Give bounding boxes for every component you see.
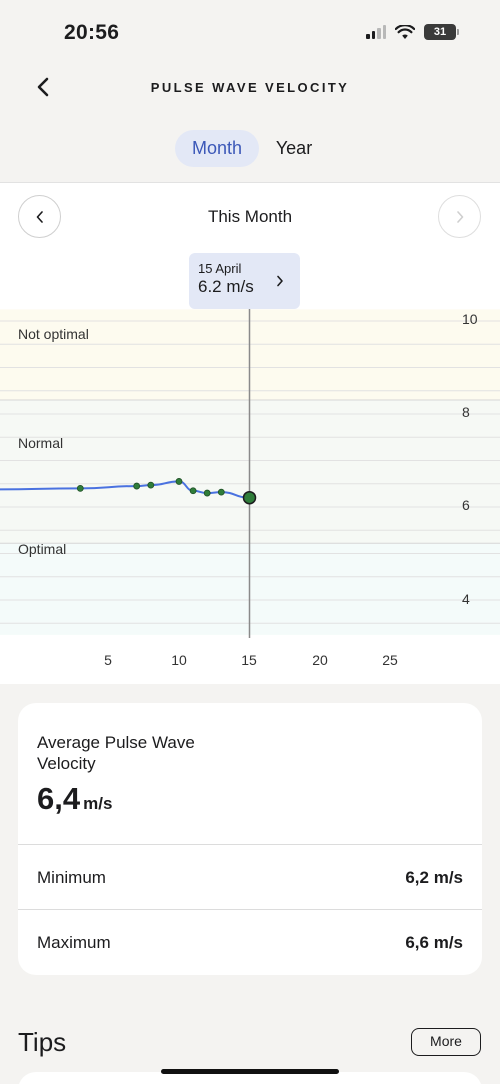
y-tick-label: 8 (462, 404, 470, 420)
stat-value: 6,2 m/s (405, 868, 463, 887)
tooltip-date: 15 April (198, 261, 242, 276)
stat-row-minimum: Minimum 6,2 m/s (18, 846, 482, 910)
stats-card: Average Pulse Wave Velocity 6,4 m/s Minim… (18, 703, 482, 975)
wifi-icon (395, 24, 415, 39)
next-period-button[interactable] (438, 195, 481, 238)
previous-period-button[interactable] (18, 195, 61, 238)
zone-label-normal: Normal (18, 435, 64, 451)
back-button[interactable] (26, 70, 60, 104)
status-time: 20:56 (64, 21, 120, 44)
data-point (175, 478, 183, 485)
chevron-left-icon (37, 77, 49, 97)
x-tick-label: 10 (171, 652, 187, 668)
data-point (76, 484, 84, 492)
battery-icon: 31 (424, 24, 459, 40)
x-tick-label: 20 (312, 652, 328, 668)
selected-data-point (242, 490, 257, 505)
cellular-signal-icon (366, 25, 386, 39)
page-title: PULSE WAVE VELOCITY (150, 80, 350, 95)
zone-label-not-optimal: Not optimal (18, 326, 89, 342)
x-tick-label: 15 (241, 652, 257, 668)
status-icons: 31 (366, 24, 459, 40)
tab-year[interactable]: Year (275, 138, 313, 158)
average-value: 6,4 m/s (37, 781, 112, 817)
selected-point-tooltip[interactable]: 15 April 6.2 m/s (189, 253, 300, 309)
average-title: Average Pulse Wave Velocity (37, 733, 195, 773)
chevron-right-icon (277, 275, 283, 287)
average-number: 6,4 (37, 781, 81, 816)
x-tick-label: 25 (382, 652, 398, 668)
range-tabs: Month Year (0, 130, 500, 168)
chevron-right-icon (456, 210, 463, 223)
divider (18, 844, 482, 845)
tips-title: Tips (18, 1027, 67, 1057)
average-unit: m/s (83, 794, 113, 813)
chart-panel: This Month 15 April 6.2 m/s Not optimal … (0, 182, 500, 684)
tips-card (18, 1072, 482, 1084)
data-point (147, 481, 155, 489)
divider (18, 909, 482, 910)
data-point (203, 489, 211, 497)
status-bar: 20:56 31 (0, 0, 500, 60)
stat-value: 6,6 m/s (405, 933, 463, 952)
tooltip-value: 6.2 m/s (198, 277, 254, 296)
period-label: This Month (207, 207, 293, 226)
data-point (133, 482, 141, 490)
stat-label: Minimum (37, 868, 106, 887)
nav-bar: PULSE WAVE VELOCITY (0, 62, 500, 112)
x-tick-label: 5 (104, 652, 112, 668)
data-point (189, 487, 197, 495)
stat-row-maximum: Maximum 6,6 m/s (18, 911, 482, 975)
tab-month[interactable]: Month (175, 130, 259, 167)
y-tick-label: 10 (462, 311, 478, 327)
stat-label: Maximum (37, 933, 111, 952)
zone-label-optimal: Optimal (18, 541, 67, 557)
data-point (217, 488, 225, 496)
more-button[interactable]: More (411, 1028, 481, 1056)
pwv-chart (0, 309, 500, 638)
y-tick-label: 6 (462, 497, 470, 513)
y-tick-label: 4 (462, 591, 470, 607)
chevron-left-icon (36, 210, 43, 223)
home-indicator (161, 1069, 339, 1074)
